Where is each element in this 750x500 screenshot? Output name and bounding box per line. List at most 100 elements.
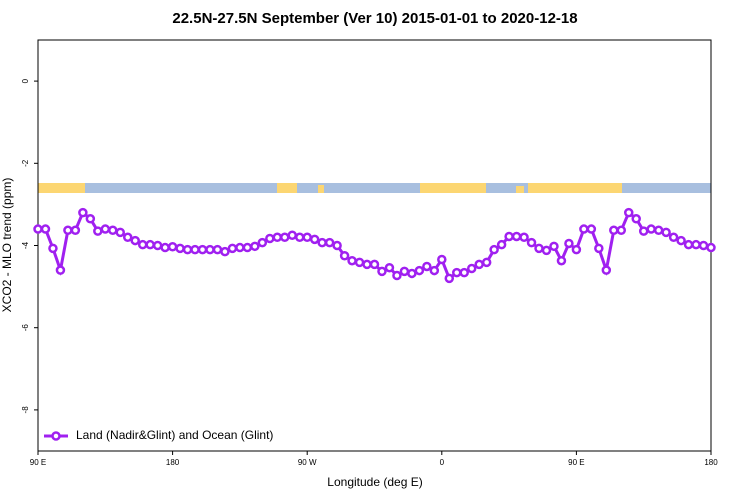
point [55,265,66,275]
point [422,261,432,272]
point [309,234,320,245]
point [167,241,178,252]
point [212,244,223,255]
point [444,273,455,284]
point [227,243,238,254]
point [100,224,111,234]
point [481,257,492,268]
point [646,224,656,234]
x-tick-label: 180 [704,458,718,467]
point [362,259,372,270]
point [586,224,597,234]
point [564,238,574,249]
point [302,232,312,243]
y-tick-label: -8 [21,406,30,414]
point [526,237,537,248]
point [317,237,327,248]
point [616,225,627,236]
point [122,232,133,243]
point [519,232,529,243]
point [182,244,193,255]
point [489,244,499,255]
point [504,231,514,242]
x-tick-label: 90 E [30,458,46,467]
legend-marker [51,431,61,441]
point [339,251,350,261]
point [556,255,567,266]
x-tick-label: 0 [440,458,445,467]
point [653,225,664,236]
point [257,237,268,248]
point [683,239,694,250]
point [414,265,425,276]
x-tick-label: 180 [166,458,180,467]
point [220,246,230,257]
point [250,241,260,252]
point [152,240,163,251]
y-axis-label: XCO2 - MLO trend (ppm) [0,178,14,313]
chart-title: 22.5N-27.5N September (Ver 10) 2015-01-0… [172,10,577,27]
point [452,267,462,278]
point [265,233,275,244]
point [698,240,709,251]
point [459,267,469,278]
y-tick-label: -2 [21,159,30,167]
point [347,255,357,266]
legend-label: Land (Nadir&Glint) and Ocean (Glint) [76,428,273,442]
point [354,257,365,268]
point [691,239,701,250]
point [160,242,170,253]
point [534,243,544,254]
point [668,232,679,243]
point [609,225,619,236]
point [429,265,440,276]
point [399,266,410,277]
x-tick-label: 90 E [568,458,584,467]
point [549,241,559,252]
point [579,224,589,234]
point [511,231,522,242]
point [474,259,484,270]
surface-strip [38,183,711,193]
x-tick-label: 90 W [298,458,317,467]
point [137,239,148,250]
point [638,226,649,236]
y-tick-label: -4 [21,241,30,249]
point [63,225,73,236]
point [571,244,582,255]
point [235,242,245,253]
point [115,227,126,238]
point [197,244,208,255]
y-tick-label: 0 [21,78,30,83]
point [287,230,297,240]
point [332,240,342,251]
point [631,214,641,224]
point [496,239,507,250]
point [392,270,402,281]
point [145,239,155,250]
point [294,232,305,243]
point [623,207,634,218]
point [242,242,253,253]
point [205,244,215,255]
point [676,235,686,246]
point [324,237,335,248]
point [541,245,552,256]
point [369,259,380,270]
point [594,243,604,254]
point [93,226,103,236]
point [601,265,612,275]
point [108,225,118,236]
point [70,225,81,236]
point [706,242,716,253]
point [48,243,58,254]
x-axis-label: Longitude (deg E) [327,475,422,489]
point [40,224,51,234]
point [377,266,387,277]
point [280,232,290,243]
point [175,243,185,254]
point [130,235,140,246]
point [466,263,477,274]
point [384,262,395,273]
